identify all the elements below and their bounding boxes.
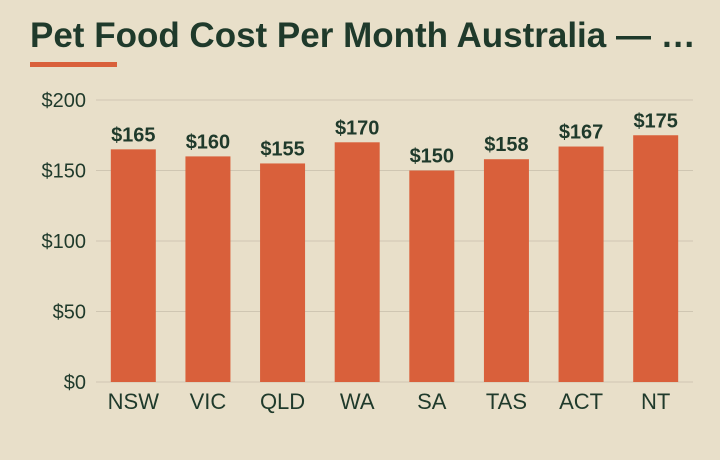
x-tick-label: TAS: [486, 389, 527, 414]
y-tick-label: $150: [42, 161, 87, 183]
bar-value-label: $167: [559, 122, 604, 144]
bar-nt: [633, 135, 679, 382]
y-tick-label: $100: [42, 231, 87, 253]
bar-vic: [185, 156, 231, 382]
y-tick-label: $50: [53, 302, 86, 324]
title-accent-bar: [30, 62, 117, 67]
bar-value-label: $165: [111, 124, 156, 146]
bar-value-label: $155: [260, 138, 305, 160]
x-axis-tick-labels: NSW VIC QLD WA SA TAS ACT NT: [108, 389, 671, 414]
bar-wa: [334, 142, 380, 382]
x-tick-label: NSW: [108, 389, 160, 414]
bar-act: [558, 146, 604, 382]
bar-tas: [483, 159, 529, 382]
y-axis-tick-labels: $0 $50 $100 $150 $200: [42, 90, 87, 394]
bar-qld: [260, 163, 306, 382]
x-tick-label: QLD: [260, 389, 305, 414]
x-tick-label: WA: [340, 389, 375, 414]
bar-value-label: $150: [410, 146, 455, 168]
x-tick-label: ACT: [559, 389, 603, 414]
bars: [110, 135, 679, 382]
bar-value-label: $160: [186, 131, 231, 153]
bar-value-labels: $165 $160 $155 $170 $150 $158 $167 $175: [111, 110, 678, 167]
bar-value-label: $158: [484, 134, 529, 156]
x-tick-label: SA: [417, 389, 447, 414]
x-tick-label: NT: [641, 389, 670, 414]
y-tick-label: $0: [64, 372, 86, 394]
bar-nsw: [110, 149, 156, 382]
bar-sa: [409, 170, 455, 382]
bar-value-label: $170: [335, 117, 380, 139]
y-tick-label: $200: [42, 90, 87, 112]
chart-title: Pet Food Cost Per Month Australia — …: [30, 16, 696, 55]
bar-value-label: $175: [633, 110, 678, 132]
x-tick-label: VIC: [190, 389, 227, 414]
